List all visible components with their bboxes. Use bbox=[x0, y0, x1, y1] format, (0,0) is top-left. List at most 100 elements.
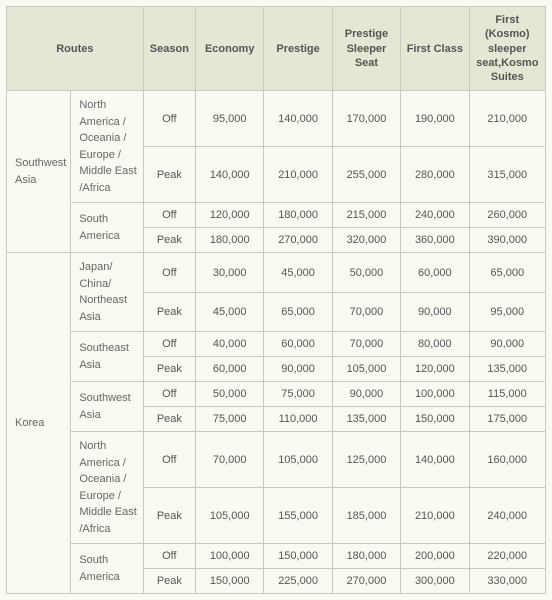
season: Off bbox=[143, 91, 195, 147]
first-cell: 140,000 bbox=[401, 432, 469, 488]
economy-cell: 100,000 bbox=[196, 544, 264, 569]
season: Off bbox=[143, 544, 195, 569]
kosmo-cell: 315,000 bbox=[469, 147, 545, 203]
col-economy: Economy bbox=[196, 7, 264, 91]
col-routes: Routes bbox=[7, 7, 144, 91]
economy-cell: 140,000 bbox=[196, 147, 264, 203]
first-cell: 240,000 bbox=[401, 203, 469, 228]
prestige-cell: 270,000 bbox=[264, 228, 332, 253]
economy-cell: 105,000 bbox=[196, 488, 264, 544]
prestige-cell: 140,000 bbox=[264, 91, 332, 147]
economy-cell: 75,000 bbox=[196, 407, 264, 432]
economy-cell: 120,000 bbox=[196, 203, 264, 228]
sleeper-cell: 170,000 bbox=[332, 91, 400, 147]
season: Peak bbox=[143, 357, 195, 382]
economy-cell: 95,000 bbox=[196, 91, 264, 147]
season: Peak bbox=[143, 292, 195, 332]
first-cell: 120,000 bbox=[401, 357, 469, 382]
table-row: KoreaJapan/ China/ Northeast AsiaOff30,0… bbox=[7, 253, 546, 293]
region-cell: Southwest Asia bbox=[7, 91, 71, 253]
sleeper-cell: 105,000 bbox=[332, 357, 400, 382]
kosmo-cell: 240,000 bbox=[469, 488, 545, 544]
season: Peak bbox=[143, 228, 195, 253]
prestige-cell: 155,000 bbox=[264, 488, 332, 544]
sleeper-cell: 185,000 bbox=[332, 488, 400, 544]
prestige-cell: 110,000 bbox=[264, 407, 332, 432]
prestige-cell: 45,000 bbox=[264, 253, 332, 293]
col-first-kosmo: First (Kosmo) sleeper seat,Kosmo Suites bbox=[469, 7, 545, 91]
sleeper-cell: 125,000 bbox=[332, 432, 400, 488]
kosmo-cell: 175,000 bbox=[469, 407, 545, 432]
prestige-cell: 150,000 bbox=[264, 544, 332, 569]
prestige-cell: 90,000 bbox=[264, 357, 332, 382]
prestige-cell: 75,000 bbox=[264, 382, 332, 407]
economy-cell: 30,000 bbox=[196, 253, 264, 293]
col-first-class: First Class bbox=[401, 7, 469, 91]
kosmo-cell: 95,000 bbox=[469, 292, 545, 332]
subregion-cell: South America bbox=[71, 544, 143, 594]
first-cell: 150,000 bbox=[401, 407, 469, 432]
kosmo-cell: 390,000 bbox=[469, 228, 545, 253]
sleeper-cell: 320,000 bbox=[332, 228, 400, 253]
kosmo-cell: 65,000 bbox=[469, 253, 545, 293]
table-row: Southeast AsiaOff40,00060,00070,00080,00… bbox=[7, 332, 546, 357]
season: Off bbox=[143, 432, 195, 488]
kosmo-cell: 260,000 bbox=[469, 203, 545, 228]
prestige-cell: 65,000 bbox=[264, 292, 332, 332]
sleeper-cell: 70,000 bbox=[332, 292, 400, 332]
region-cell: Korea bbox=[7, 253, 71, 594]
kosmo-cell: 90,000 bbox=[469, 332, 545, 357]
sleeper-cell: 135,000 bbox=[332, 407, 400, 432]
col-prestige-sleeper: Prestige Sleeper Seat bbox=[332, 7, 400, 91]
fare-table: Routes Season Economy Prestige Prestige … bbox=[6, 6, 546, 594]
first-cell: 300,000 bbox=[401, 569, 469, 594]
first-cell: 200,000 bbox=[401, 544, 469, 569]
economy-cell: 50,000 bbox=[196, 382, 264, 407]
table-row: Southwest AsiaOff50,00075,00090,000100,0… bbox=[7, 382, 546, 407]
first-cell: 100,000 bbox=[401, 382, 469, 407]
first-cell: 80,000 bbox=[401, 332, 469, 357]
sleeper-cell: 215,000 bbox=[332, 203, 400, 228]
table-row: North America / Oceania / Europe / Middl… bbox=[7, 432, 546, 488]
first-cell: 190,000 bbox=[401, 91, 469, 147]
col-season: Season bbox=[143, 7, 195, 91]
subregion-cell: Southwest Asia bbox=[71, 382, 143, 432]
header-row: Routes Season Economy Prestige Prestige … bbox=[7, 7, 546, 91]
season: Peak bbox=[143, 407, 195, 432]
economy-cell: 70,000 bbox=[196, 432, 264, 488]
kosmo-cell: 160,000 bbox=[469, 432, 545, 488]
prestige-cell: 225,000 bbox=[264, 569, 332, 594]
kosmo-cell: 330,000 bbox=[469, 569, 545, 594]
season: Off bbox=[143, 253, 195, 293]
sleeper-cell: 270,000 bbox=[332, 569, 400, 594]
economy-cell: 60,000 bbox=[196, 357, 264, 382]
table-row: South AmericaOff100,000150,000180,000200… bbox=[7, 544, 546, 569]
subregion-cell: Japan/ China/ Northeast Asia bbox=[71, 253, 143, 332]
season: Peak bbox=[143, 147, 195, 203]
fare-tbody: Southwest AsiaNorth America / Oceania / … bbox=[7, 91, 546, 594]
subregion-cell: North America / Oceania / Europe / Middl… bbox=[71, 432, 143, 544]
season: Peak bbox=[143, 488, 195, 544]
sleeper-cell: 90,000 bbox=[332, 382, 400, 407]
economy-cell: 45,000 bbox=[196, 292, 264, 332]
first-cell: 60,000 bbox=[401, 253, 469, 293]
season: Off bbox=[143, 332, 195, 357]
kosmo-cell: 220,000 bbox=[469, 544, 545, 569]
first-cell: 90,000 bbox=[401, 292, 469, 332]
first-cell: 280,000 bbox=[401, 147, 469, 203]
sleeper-cell: 180,000 bbox=[332, 544, 400, 569]
sleeper-cell: 50,000 bbox=[332, 253, 400, 293]
sleeper-cell: 255,000 bbox=[332, 147, 400, 203]
economy-cell: 40,000 bbox=[196, 332, 264, 357]
first-cell: 210,000 bbox=[401, 488, 469, 544]
sleeper-cell: 70,000 bbox=[332, 332, 400, 357]
subregion-cell: South America bbox=[71, 203, 143, 253]
economy-cell: 180,000 bbox=[196, 228, 264, 253]
prestige-cell: 210,000 bbox=[264, 147, 332, 203]
kosmo-cell: 115,000 bbox=[469, 382, 545, 407]
subregion-cell: North America / Oceania / Europe / Middl… bbox=[71, 91, 143, 203]
table-row: Southwest AsiaNorth America / Oceania / … bbox=[7, 91, 546, 147]
season: Off bbox=[143, 203, 195, 228]
season: Peak bbox=[143, 569, 195, 594]
economy-cell: 150,000 bbox=[196, 569, 264, 594]
